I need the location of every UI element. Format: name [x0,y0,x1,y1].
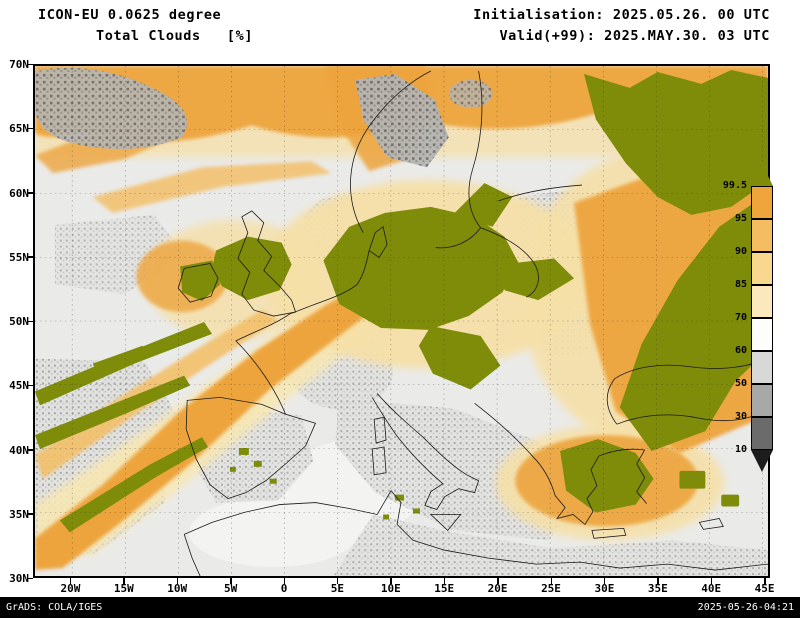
legend-tick-label: 60 [734,345,747,356]
legend-under-triangle [751,450,773,472]
lon-tick [230,578,232,584]
legend-tick-label: 10 [734,444,747,455]
color-legend: 99.5 95 90 85 70 60 50 30 10 [706,160,778,480]
lat-label: 35N [9,507,29,521]
footer-bar: GrADS: COLA/IGES 2025-05-26-04:21 [0,597,800,618]
lon-tick [550,578,552,584]
lon-label: 30E [594,582,615,595]
legend-segment [751,285,773,318]
grads-credit: GrADS: COLA/IGES [6,602,103,613]
legend-segment [751,351,773,384]
legend-tick-label: 30 [734,411,747,422]
lon-tick [497,578,499,584]
legend-segment [751,252,773,285]
lon-label: 10E [380,582,401,595]
lon-label: 20W [60,582,81,595]
legend-tick-label: 70 [734,312,747,323]
legend-over-triangle [751,164,773,186]
valid-time: Valid(+99): 2025.MAY.30. 03 UTC [499,28,770,44]
run-info-block: Initialisation: 2025.05.26. 00 UTC Valid… [473,5,770,47]
lon-label: 0 [280,582,288,595]
legend-segment [751,384,773,417]
lon-tick [123,578,125,584]
cloud-map-svg [35,66,768,576]
legend-tick-label: 90 [734,246,747,257]
lon-label: 25E [541,582,561,595]
grid-layer [35,66,768,576]
lon-tick [764,578,766,584]
lon-tick [657,578,659,584]
overcast-olive-layer [35,69,768,533]
lon-label: 5E [330,582,345,595]
lon-tick [443,578,446,584]
coastlines-layer [177,70,768,576]
lat-label: 40N [9,443,29,457]
legend-tick-label: 95 [734,213,747,224]
creation-timestamp: 2025-05-26-04:21 [697,602,794,613]
lat-label: 30N [9,572,29,585]
legend-segment [751,219,773,252]
model-title: ICON-EU 0.0625 degree [38,7,222,23]
legend-tick-label: 50 [734,378,747,389]
lon-tick [176,578,179,584]
lat-label: 65N [9,122,29,136]
lon-label: 5W [223,582,238,595]
legend-segment [751,186,773,219]
lat-label: 70N [9,58,29,71]
lat-label: 45N [9,379,29,393]
legend-tick-label: 85 [734,279,747,290]
title-block: ICON-EU 0.0625 degree Total Clouds [%] [38,5,253,47]
legend-tick-label: 99.5 [722,180,747,191]
lon-tick [336,578,339,584]
lon-tick [603,578,606,584]
lat-label: 50N [9,315,29,328]
lon-tick [390,578,392,584]
lon-tick [69,578,72,584]
map-area [33,64,770,578]
lat-label: 55N [9,250,29,264]
lat-label: 60N [9,186,29,200]
lon-tick [283,578,285,584]
lon-label: 40E [701,582,722,595]
dense-cloud-dark-texture-layer [35,67,493,168]
field-title: Total Clouds [%] [96,28,254,44]
lon-label: 10W [167,582,188,595]
lon-label: 15E [434,582,455,595]
legend-segment [751,318,773,351]
initialisation-time: Initialisation: 2025.05.26. 00 UTC [473,7,770,23]
lon-tick [710,578,713,584]
lon-label: 45E [754,582,775,595]
lon-label: 15W [113,582,134,595]
lon-label: 35E [647,582,668,595]
legend-segment [751,417,773,450]
lon-label: 20E [487,582,508,595]
